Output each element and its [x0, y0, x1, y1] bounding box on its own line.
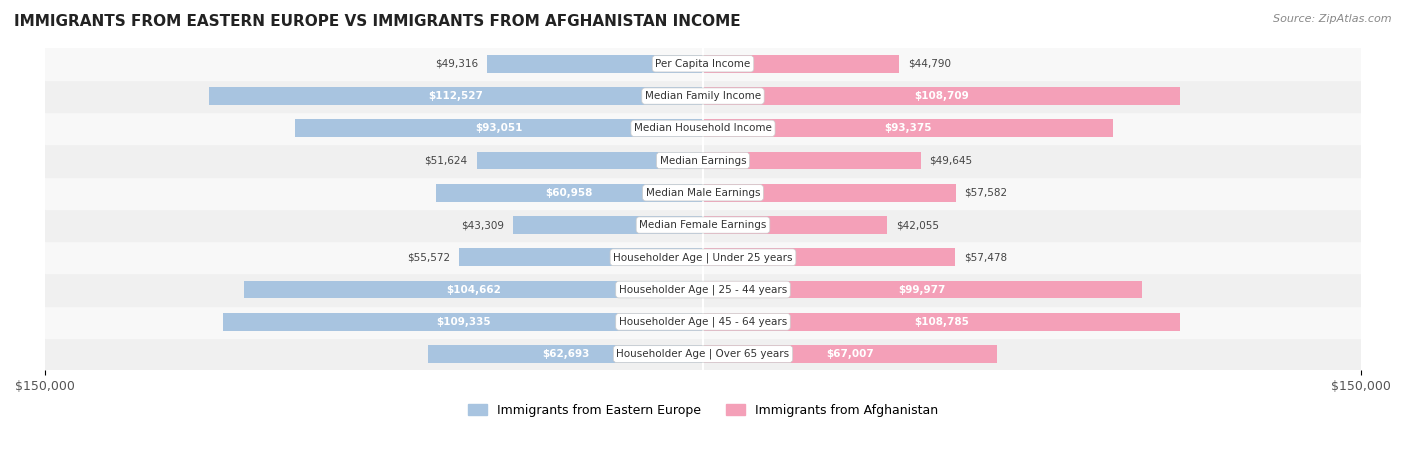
Bar: [703, 55, 900, 73]
Bar: [703, 120, 1112, 137]
Bar: [45, 112, 1361, 144]
Text: IMMIGRANTS FROM EASTERN EUROPE VS IMMIGRANTS FROM AFGHANISTAN INCOME: IMMIGRANTS FROM EASTERN EUROPE VS IMMIGR…: [14, 14, 741, 29]
Bar: [45, 306, 1361, 338]
Text: Median Male Earnings: Median Male Earnings: [645, 188, 761, 198]
Text: $49,316: $49,316: [434, 59, 478, 69]
Bar: [703, 87, 1180, 105]
Bar: [703, 184, 956, 202]
Text: $49,645: $49,645: [929, 156, 973, 166]
Text: Source: ZipAtlas.com: Source: ZipAtlas.com: [1274, 14, 1392, 24]
Bar: [45, 80, 1361, 112]
Bar: [45, 144, 1361, 177]
Bar: [45, 338, 1361, 370]
Text: $55,572: $55,572: [408, 252, 450, 262]
Text: Householder Age | Under 25 years: Householder Age | Under 25 years: [613, 252, 793, 262]
Text: Householder Age | 25 - 44 years: Householder Age | 25 - 44 years: [619, 284, 787, 295]
Bar: [513, 216, 703, 234]
Text: $43,309: $43,309: [461, 220, 505, 230]
Text: $42,055: $42,055: [896, 220, 939, 230]
Text: $57,478: $57,478: [965, 252, 1007, 262]
Text: $57,582: $57,582: [965, 188, 1008, 198]
Bar: [209, 87, 703, 105]
Text: $62,693: $62,693: [541, 349, 589, 359]
Bar: [45, 274, 1361, 306]
Text: $104,662: $104,662: [446, 284, 501, 295]
Text: Householder Age | 45 - 64 years: Householder Age | 45 - 64 years: [619, 317, 787, 327]
Bar: [460, 248, 703, 266]
Text: $108,709: $108,709: [914, 91, 969, 101]
Bar: [703, 313, 1180, 331]
Bar: [703, 152, 921, 170]
Bar: [703, 248, 955, 266]
Text: Median Household Income: Median Household Income: [634, 123, 772, 133]
Bar: [486, 55, 703, 73]
Text: Median Family Income: Median Family Income: [645, 91, 761, 101]
Bar: [45, 209, 1361, 241]
Bar: [703, 216, 887, 234]
Bar: [703, 281, 1142, 298]
Text: $60,958: $60,958: [546, 188, 593, 198]
Text: $51,624: $51,624: [425, 156, 468, 166]
Text: Median Earnings: Median Earnings: [659, 156, 747, 166]
Text: Per Capita Income: Per Capita Income: [655, 59, 751, 69]
Bar: [436, 184, 703, 202]
Text: $99,977: $99,977: [898, 284, 946, 295]
Text: $109,335: $109,335: [436, 317, 491, 327]
Bar: [45, 241, 1361, 274]
Bar: [295, 120, 703, 137]
Text: $93,375: $93,375: [884, 123, 932, 133]
Text: Median Female Earnings: Median Female Earnings: [640, 220, 766, 230]
Text: $93,051: $93,051: [475, 123, 523, 133]
Bar: [427, 345, 703, 363]
Text: $112,527: $112,527: [429, 91, 484, 101]
Bar: [703, 345, 997, 363]
Bar: [45, 177, 1361, 209]
Bar: [45, 48, 1361, 80]
Text: $44,790: $44,790: [908, 59, 952, 69]
Text: $108,785: $108,785: [914, 317, 969, 327]
Text: $67,007: $67,007: [827, 349, 875, 359]
Legend: Immigrants from Eastern Europe, Immigrants from Afghanistan: Immigrants from Eastern Europe, Immigran…: [463, 399, 943, 422]
Bar: [243, 281, 703, 298]
Bar: [477, 152, 703, 170]
Text: Householder Age | Over 65 years: Householder Age | Over 65 years: [616, 349, 790, 359]
Bar: [224, 313, 703, 331]
